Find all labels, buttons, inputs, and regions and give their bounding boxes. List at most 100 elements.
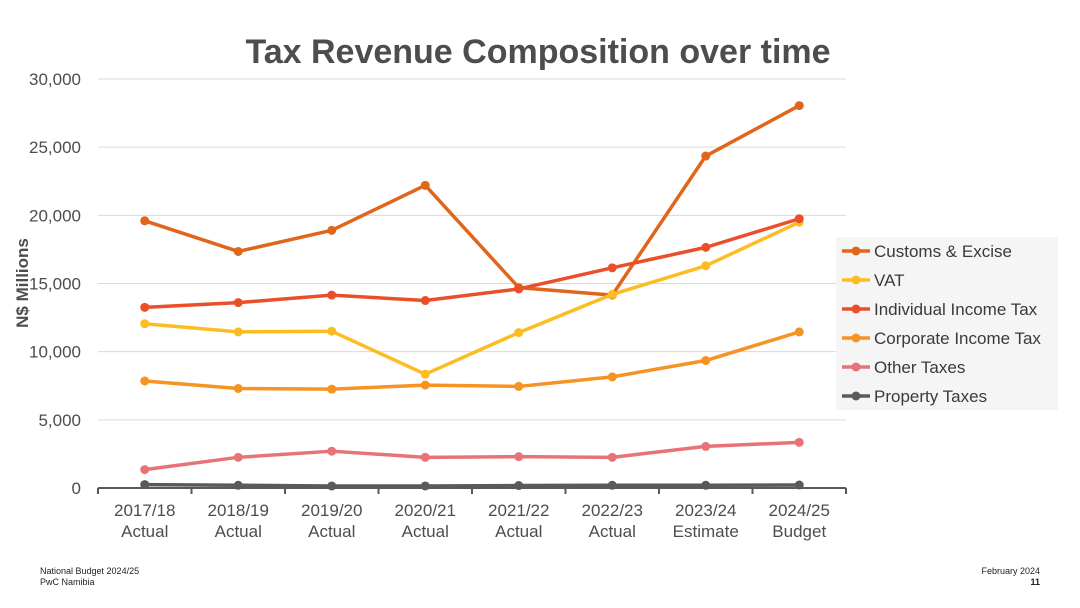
x-tick-label: 2017/18 Actual (114, 501, 175, 541)
y-tick-label: 15,000 (29, 275, 81, 294)
legend-item: Other Taxes (842, 358, 965, 377)
data-point (233, 480, 243, 490)
y-tick-label: 20,000 (29, 206, 81, 225)
data-point (327, 326, 337, 336)
legend-item: Individual Income Tax (842, 300, 1038, 319)
data-point (140, 216, 150, 226)
legend-item: VAT (842, 271, 905, 290)
legend-item: Property Taxes (842, 387, 987, 406)
data-point (420, 180, 430, 190)
series-property-taxes (140, 480, 804, 491)
series-vat (140, 217, 804, 379)
legend-swatch-marker (851, 333, 861, 343)
legend-background (836, 237, 1058, 410)
data-point (233, 452, 243, 462)
data-point (794, 214, 804, 224)
y-tick-label: 5,000 (38, 411, 81, 430)
data-point (794, 437, 804, 447)
series-other-taxes (140, 437, 804, 475)
data-point (607, 263, 617, 273)
y-tick-label: 0 (72, 479, 81, 498)
x-tick-label: 2019/20 Actual (301, 501, 362, 541)
data-point (233, 383, 243, 393)
x-tick-label: 2022/23 Actual (582, 501, 643, 541)
series-individual-income-tax (140, 214, 804, 312)
data-point (514, 481, 524, 491)
series-line (143, 330, 801, 391)
series-line (143, 103, 801, 297)
data-point (607, 452, 617, 462)
x-tick-label: 2021/22 Actual (488, 501, 549, 541)
x-tick-label: 2023/24 Estimate (673, 501, 739, 541)
legend-swatch-marker (851, 304, 861, 314)
y-axis-title: N$ Millions (13, 238, 32, 328)
legend-label: Other Taxes (874, 358, 965, 377)
data-point (514, 452, 524, 462)
data-point (420, 481, 430, 491)
data-point (514, 284, 524, 294)
series-group (140, 101, 804, 491)
data-point (794, 327, 804, 337)
legend-label: VAT (874, 271, 905, 290)
legend-label: Customs & Excise (874, 242, 1012, 261)
footer-left: National Budget 2024/25 PwC Namibia (40, 566, 139, 588)
data-point (420, 380, 430, 390)
legend-swatch-marker (851, 391, 861, 401)
legend-label: Individual Income Tax (874, 300, 1038, 319)
series-line (143, 440, 801, 472)
data-point (514, 381, 524, 391)
data-point (420, 296, 430, 306)
legend-label: Property Taxes (874, 387, 987, 406)
x-tick-label: 2018/19 Actual (208, 501, 269, 541)
legend-item: Customs & Excise (842, 242, 1012, 261)
data-point (327, 446, 337, 456)
data-point (140, 302, 150, 312)
data-point (233, 298, 243, 308)
data-point (607, 372, 617, 382)
data-point (140, 480, 150, 490)
data-point (514, 328, 524, 338)
legend-label: Corporate Income Tax (874, 329, 1041, 348)
data-point (233, 246, 243, 256)
series-line (143, 216, 801, 310)
data-point (701, 261, 711, 271)
legend-swatch-marker (851, 362, 861, 372)
series-line (143, 482, 801, 488)
data-point (327, 290, 337, 300)
footer-document-title: National Budget 2024/25 (40, 566, 140, 576)
data-point (794, 480, 804, 490)
y-tick-label: 30,000 (29, 70, 81, 89)
data-point (327, 225, 337, 235)
data-point (140, 465, 150, 475)
data-point (607, 480, 617, 490)
legend-swatch-marker (851, 246, 861, 256)
series-corporate-income-tax (140, 327, 804, 394)
data-point (794, 101, 804, 111)
legend-swatch-marker (851, 275, 861, 285)
data-point (701, 441, 711, 451)
data-point (607, 289, 617, 299)
page-number: 11 (1030, 577, 1040, 587)
data-point (327, 384, 337, 394)
data-point (420, 369, 430, 379)
data-point (327, 481, 337, 491)
x-tick-label: 2020/21 Actual (395, 501, 456, 541)
data-point (701, 151, 711, 161)
x-tick-label: 2024/25 Budget (769, 501, 830, 541)
axes: 0 5,000 10,000 15,000 20,000 25,000 30,000 2017… (29, 70, 847, 541)
data-point (420, 452, 430, 462)
footer-date: February 2024 (981, 566, 1040, 576)
series-line (143, 220, 801, 376)
data-point (140, 376, 150, 386)
data-point (233, 327, 243, 337)
footer-organization: PwC Namibia (40, 577, 95, 587)
data-point (701, 480, 711, 490)
legend-item: Corporate Income Tax (842, 329, 1041, 348)
footer-right: February 2024 11 (981, 566, 1040, 588)
data-point (140, 319, 150, 329)
legend: Customs & Excise VAT Individual Income Tax… (836, 237, 1058, 410)
data-point (701, 242, 711, 252)
y-tick-label: 25,000 (29, 138, 81, 157)
data-point (701, 356, 711, 366)
